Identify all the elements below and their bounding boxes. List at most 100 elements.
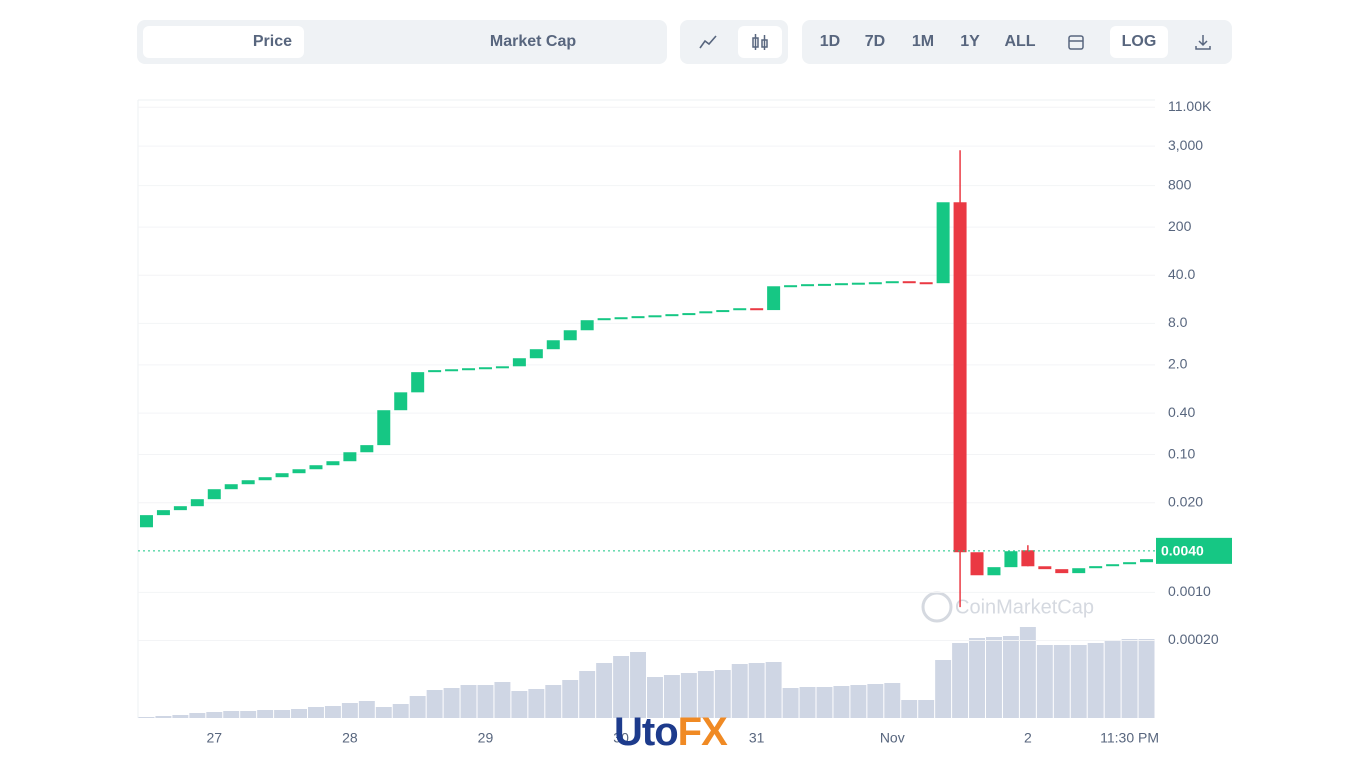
candle-body — [699, 311, 713, 314]
candle-body — [275, 473, 289, 478]
candle-body — [1123, 562, 1137, 565]
candle-body — [512, 358, 526, 367]
candle-body — [428, 370, 442, 373]
candle-icon — [752, 34, 768, 50]
y-tick-label: 11.00K — [1168, 98, 1212, 114]
volume-bar — [545, 685, 562, 718]
volume-bar — [138, 717, 155, 718]
logo-left: Uto — [614, 710, 679, 754]
volume-bar — [918, 700, 935, 718]
volume-bar — [341, 703, 358, 718]
candle-body — [190, 499, 204, 507]
candle-body — [648, 315, 662, 318]
volume-bar — [969, 638, 985, 718]
volume-bar — [833, 686, 850, 718]
volume-bar — [1138, 639, 1155, 718]
y-tick-label: 8.0 — [1168, 314, 1188, 330]
volume-bar — [986, 637, 1002, 718]
logo-right: FX — [677, 710, 728, 754]
candle-body — [936, 202, 950, 284]
volume-bar — [1121, 639, 1138, 718]
candle-body — [733, 308, 747, 311]
y-tick-label: 40.0 — [1168, 266, 1195, 282]
candle-body — [597, 318, 611, 321]
current-price-label: 0.0040 — [1161, 543, 1204, 559]
volume-bar — [206, 712, 223, 718]
watermark-text: CoinMarketCap — [955, 596, 1094, 618]
candle-body — [529, 349, 543, 359]
volume-bar — [731, 664, 748, 718]
volume-bar — [443, 688, 460, 718]
current-price-box — [1156, 537, 1232, 564]
candle-body — [868, 282, 882, 285]
volume-bar — [850, 685, 867, 718]
candle-body — [1089, 566, 1103, 569]
volume-bar — [1036, 645, 1053, 718]
candle-body — [343, 452, 357, 462]
candle-body — [377, 410, 391, 446]
volume-bar — [409, 696, 426, 718]
candle-body — [750, 308, 764, 311]
volume-bar — [952, 643, 969, 718]
volume-bar — [155, 716, 172, 718]
candle-body — [173, 506, 187, 511]
volume-bar — [291, 709, 307, 718]
volume-bar — [1087, 643, 1104, 718]
range-button[interactable]: 7D — [864, 33, 886, 50]
x-tick-label: 29 — [478, 730, 494, 746]
download-button[interactable] — [1182, 26, 1224, 58]
volume-bar — [460, 685, 477, 718]
x-tick-label: 2 — [1024, 730, 1032, 746]
volume-bar — [528, 689, 545, 718]
price-tab[interactable]: Price — [143, 26, 304, 58]
calendar-button[interactable] — [1056, 26, 1096, 58]
y-tick-label: 200 — [1168, 218, 1192, 234]
volume-bar — [748, 663, 765, 718]
candle-body — [801, 284, 815, 287]
volume-bar — [477, 685, 494, 718]
candle-body — [682, 313, 696, 316]
range-button[interactable]: 1D — [819, 33, 841, 50]
candle-body — [394, 392, 408, 411]
volume-bar — [630, 652, 646, 718]
candle-body — [326, 461, 340, 466]
line-chart-button[interactable] — [688, 26, 728, 58]
candle-body — [784, 285, 798, 288]
x-tick-label: 28 — [342, 730, 358, 746]
volume-bar — [901, 700, 918, 718]
chart-type-group — [680, 20, 788, 64]
candle-body — [767, 286, 781, 311]
candle-body — [411, 372, 425, 393]
volume-bar — [172, 715, 189, 718]
range-button[interactable]: ALL — [1004, 33, 1036, 50]
volume-bar — [375, 707, 392, 718]
candle-body — [139, 515, 153, 528]
candle-body — [970, 552, 984, 576]
market-cap-tab[interactable]: Market Cap — [489, 33, 577, 50]
volume-bar — [494, 682, 511, 718]
candle-chart-button[interactable] — [738, 26, 782, 58]
volume-bar — [223, 711, 240, 718]
range-button[interactable]: 1M — [911, 33, 935, 50]
y-tick-label: 0.020 — [1168, 493, 1203, 509]
volume-bar — [392, 704, 409, 718]
watermark: CoinMarketCap — [921, 591, 1094, 623]
volume-bar — [816, 687, 833, 718]
volume-bar — [240, 711, 257, 718]
volume-bar — [426, 690, 443, 718]
log-button[interactable]: LOG — [1110, 26, 1168, 58]
volume-bar — [324, 706, 341, 718]
tab-label: Price — [252, 33, 292, 50]
candle-body — [1106, 564, 1120, 567]
volume-bar — [1104, 641, 1121, 718]
candle-body — [1140, 559, 1154, 563]
volume-bar — [579, 671, 596, 718]
candle-body — [1055, 569, 1069, 574]
volume-bar — [562, 680, 579, 718]
range-button[interactable]: 1Y — [960, 33, 980, 50]
range-group: 1D 7D 1M 1Y ALL LOG — [802, 20, 1232, 64]
x-tick-label: 27 — [206, 730, 222, 746]
line-icon — [699, 35, 717, 49]
